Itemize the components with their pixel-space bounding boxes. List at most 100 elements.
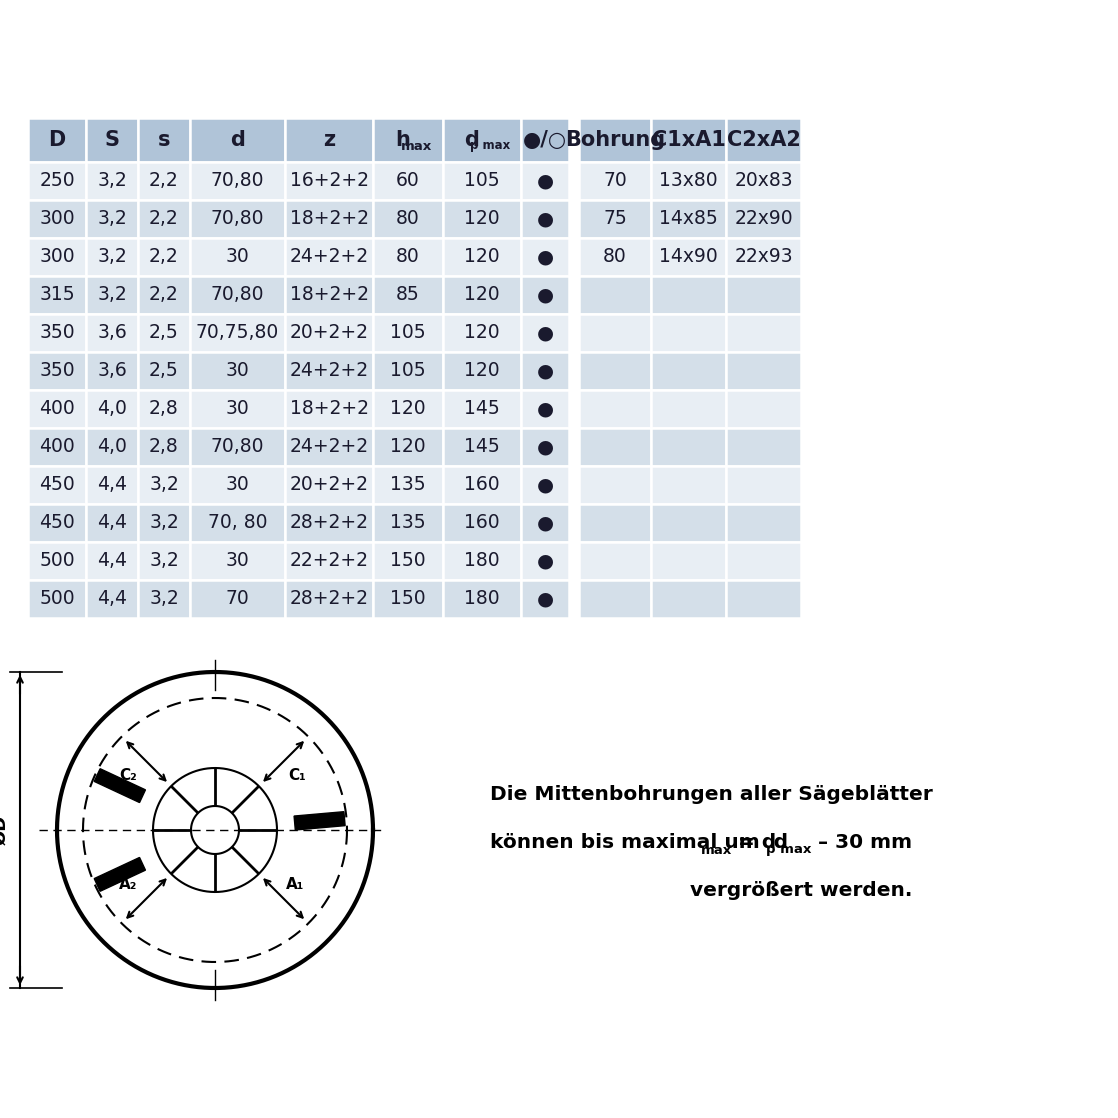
Bar bbox=[285, 504, 373, 542]
Bar bbox=[285, 314, 373, 352]
Text: ●: ● bbox=[537, 323, 553, 342]
Bar bbox=[579, 314, 651, 352]
Bar bbox=[579, 352, 651, 390]
Text: 24+2+2: 24+2+2 bbox=[290, 437, 369, 456]
Bar bbox=[726, 390, 800, 428]
Text: 135: 135 bbox=[390, 513, 426, 532]
Bar bbox=[651, 390, 726, 428]
Bar bbox=[443, 276, 521, 314]
Text: ●: ● bbox=[537, 285, 553, 304]
Text: 16+2+2: 16+2+2 bbox=[290, 171, 369, 190]
Text: 120: 120 bbox=[464, 247, 500, 266]
Bar bbox=[579, 276, 651, 314]
Bar bbox=[726, 238, 800, 276]
Bar bbox=[190, 428, 285, 466]
Bar bbox=[190, 580, 285, 618]
Text: 30: 30 bbox=[226, 551, 249, 570]
Bar bbox=[373, 542, 443, 580]
Text: 450: 450 bbox=[39, 513, 75, 532]
Bar bbox=[651, 276, 726, 314]
Text: 3,2: 3,2 bbox=[97, 247, 126, 266]
Bar bbox=[190, 314, 285, 352]
Text: 4,4: 4,4 bbox=[97, 475, 127, 494]
Text: 120: 120 bbox=[464, 285, 500, 304]
Bar bbox=[521, 466, 569, 504]
Text: 30: 30 bbox=[226, 361, 249, 380]
Text: 250: 250 bbox=[39, 171, 75, 190]
Text: 70, 80: 70, 80 bbox=[208, 513, 267, 532]
Text: s: s bbox=[158, 130, 170, 150]
Bar bbox=[28, 352, 86, 390]
Bar bbox=[726, 504, 800, 542]
Text: 3,2: 3,2 bbox=[97, 209, 126, 228]
Text: 120: 120 bbox=[390, 437, 426, 456]
Text: 2,2: 2,2 bbox=[149, 209, 179, 228]
Bar bbox=[443, 428, 521, 466]
Bar bbox=[443, 466, 521, 504]
Text: A₂: A₂ bbox=[120, 878, 138, 892]
Bar bbox=[285, 238, 373, 276]
Bar bbox=[579, 119, 651, 162]
Text: 3,2: 3,2 bbox=[149, 513, 179, 532]
Bar bbox=[726, 352, 800, 390]
Bar bbox=[373, 276, 443, 314]
Text: d: d bbox=[230, 130, 245, 150]
Text: D: D bbox=[48, 130, 66, 150]
Bar bbox=[86, 119, 138, 162]
Text: 18+2+2: 18+2+2 bbox=[290, 209, 369, 228]
Text: 30: 30 bbox=[226, 247, 249, 266]
Bar bbox=[28, 200, 86, 238]
Bar bbox=[521, 542, 569, 580]
Text: 400: 400 bbox=[39, 437, 75, 456]
Text: 4,4: 4,4 bbox=[97, 513, 127, 532]
Text: 500: 500 bbox=[39, 551, 75, 570]
Bar bbox=[86, 466, 138, 504]
Text: – 30 mm: – 30 mm bbox=[812, 834, 912, 853]
Bar bbox=[651, 542, 726, 580]
Bar bbox=[443, 162, 521, 200]
Bar bbox=[86, 542, 138, 580]
Bar bbox=[86, 580, 138, 618]
Bar bbox=[443, 119, 521, 162]
Text: 20+2+2: 20+2+2 bbox=[290, 323, 369, 342]
Bar bbox=[285, 466, 373, 504]
Bar bbox=[86, 162, 138, 200]
Bar bbox=[373, 504, 443, 542]
Text: ●: ● bbox=[537, 551, 553, 570]
Bar bbox=[651, 428, 726, 466]
Bar bbox=[86, 200, 138, 238]
Text: ØD: ØD bbox=[0, 815, 9, 845]
Bar bbox=[521, 276, 569, 314]
Bar bbox=[651, 580, 726, 618]
Text: 70: 70 bbox=[603, 171, 627, 190]
Text: 160: 160 bbox=[464, 475, 500, 494]
Text: C1xA1: C1xA1 bbox=[652, 130, 726, 150]
Text: 3,6: 3,6 bbox=[97, 361, 126, 380]
Text: max: max bbox=[701, 843, 732, 856]
Bar bbox=[651, 200, 726, 238]
Text: = d: = d bbox=[731, 834, 776, 853]
Text: ●/○: ●/○ bbox=[523, 130, 567, 150]
Text: ●: ● bbox=[537, 171, 553, 190]
Bar bbox=[443, 238, 521, 276]
Bar bbox=[138, 352, 190, 390]
Text: 13x80: 13x80 bbox=[660, 171, 718, 190]
Text: 4,0: 4,0 bbox=[97, 437, 127, 456]
Bar bbox=[285, 162, 373, 200]
Bar bbox=[521, 580, 569, 618]
Bar bbox=[521, 504, 569, 542]
Bar bbox=[579, 200, 651, 238]
Bar bbox=[726, 276, 800, 314]
Polygon shape bbox=[294, 812, 345, 830]
Text: 350: 350 bbox=[39, 361, 75, 380]
Text: 70: 70 bbox=[226, 589, 249, 608]
Bar bbox=[579, 504, 651, 542]
Bar bbox=[579, 238, 651, 276]
Bar bbox=[373, 238, 443, 276]
Text: 160: 160 bbox=[464, 513, 500, 532]
Text: 30: 30 bbox=[226, 475, 249, 494]
Text: ●: ● bbox=[537, 589, 553, 608]
Bar bbox=[285, 200, 373, 238]
Bar bbox=[28, 504, 86, 542]
Bar bbox=[285, 119, 373, 162]
